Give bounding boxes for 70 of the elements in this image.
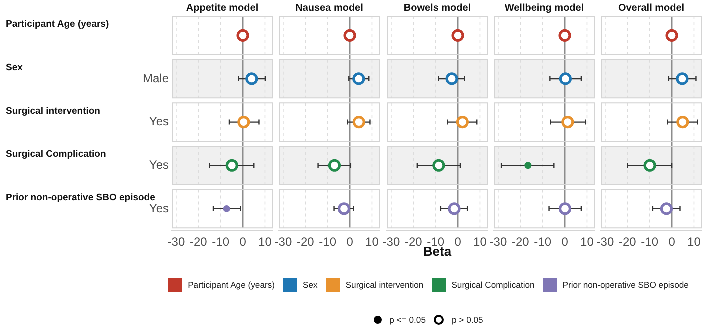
point	[559, 72, 572, 86]
chart-title: Bowels model	[404, 2, 472, 14]
x-tick-label: 10	[580, 235, 594, 250]
point	[344, 29, 356, 42]
x-tick-label: -10	[641, 235, 659, 250]
text: Surgical intervention	[346, 280, 424, 290]
text: p > 0.05	[452, 315, 484, 325]
y-tick-label: Yes	[149, 158, 169, 172]
point	[676, 72, 689, 86]
x-tick-label: -10	[534, 235, 552, 250]
text: Surgical Complication	[6, 149, 106, 160]
x-tick-label: -30	[490, 235, 508, 250]
x-tick-label: 10	[366, 235, 380, 250]
point	[562, 116, 574, 129]
point	[226, 159, 238, 172]
text: p <= 0.05	[390, 315, 426, 325]
x-tick-label: 10	[258, 235, 272, 250]
x-tick-label: -20	[190, 235, 208, 250]
x-tick-label: 0	[668, 235, 676, 250]
x-tick-label: -30	[274, 235, 292, 250]
chart-title: Appetite model	[186, 2, 259, 14]
text: Participant Age (years)	[188, 280, 275, 290]
point	[452, 29, 464, 42]
text: Surgical intervention	[6, 106, 101, 117]
point	[446, 72, 458, 86]
x-tick-label: -20	[404, 235, 423, 250]
point	[432, 159, 446, 172]
text: Sex	[6, 62, 23, 74]
x-tick-label: -20	[296, 235, 315, 250]
chart-title: Wellbeing model	[504, 2, 584, 14]
x-tick-label: 0	[454, 235, 462, 250]
point	[448, 202, 461, 216]
x-tick-label: 10	[474, 235, 488, 250]
chart-title: Nausea model	[296, 2, 364, 14]
point	[558, 29, 572, 42]
x-tick-label: -20	[512, 235, 530, 250]
point	[456, 116, 469, 129]
text: Prior non-operative SBO episode	[562, 280, 689, 290]
point	[338, 202, 351, 216]
text: Surgical Complication	[452, 280, 535, 290]
point	[666, 29, 678, 42]
y-tick-label: Yes	[149, 201, 169, 216]
x-tick-label: 10	[688, 235, 702, 250]
point	[558, 202, 572, 216]
chart-title: Overall model	[618, 2, 685, 14]
text: Participant Age (years)	[6, 19, 110, 30]
x-tick-label: -30	[382, 235, 400, 250]
x-tick-label: -10	[319, 235, 337, 250]
point	[644, 159, 656, 172]
x-tick-label: -20	[618, 235, 637, 250]
point	[676, 116, 690, 129]
x-tick-label: 0	[240, 235, 247, 250]
point	[246, 72, 258, 86]
text: Sex	[303, 280, 318, 290]
x-tick-label: -10	[212, 235, 230, 250]
point	[328, 159, 342, 172]
y-tick-label: Yes	[149, 114, 169, 129]
text: Prior non-operative SBO episode	[6, 192, 156, 204]
point	[238, 116, 250, 129]
point	[352, 116, 366, 129]
point	[352, 72, 366, 86]
x-tick-label: 0	[346, 235, 354, 250]
point	[660, 202, 674, 216]
x-tick-label: 0	[562, 235, 569, 250]
x-tick-label: -30	[596, 235, 614, 250]
point	[236, 29, 250, 42]
x-tick-label: -30	[168, 235, 186, 250]
point	[223, 205, 230, 212]
y-tick-label: Male	[142, 71, 170, 86]
point	[524, 162, 532, 170]
